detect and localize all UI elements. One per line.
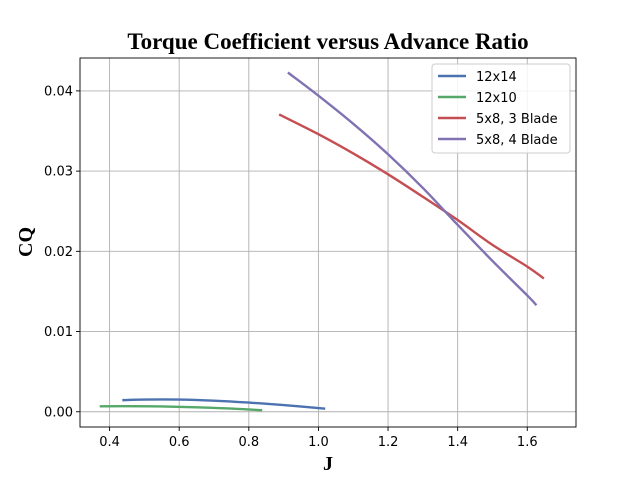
series-line-12x10	[99, 404, 263, 412]
legend-label-12x10: 12x10	[476, 91, 517, 106]
legend-label-12x14: 12x14	[476, 70, 517, 85]
y-tick-label: 0.00	[44, 405, 73, 420]
x-tick-label: 0.4	[99, 435, 120, 450]
y-tick-label: 0.03	[44, 165, 73, 180]
x-axis-label: J	[323, 453, 333, 475]
plot-frame	[79, 57, 577, 428]
y-axis-label: CQ	[15, 227, 37, 257]
chart-title: Torque Coefficient versus Advance Ratio	[127, 29, 528, 54]
legend-label-5x8-4-blade: 5x8, 4 Blade	[476, 133, 558, 148]
series-lines	[99, 71, 545, 412]
x-tick-label: 1.2	[378, 435, 399, 450]
legend: 12x14 12x10 5x8, 3 Blade 5x8, 4 Blade	[431, 63, 571, 154]
x-tick-label: 1.0	[308, 435, 329, 450]
series-line-5x8-3-blade	[278, 113, 545, 280]
y-tick-label: 0.04	[44, 84, 73, 99]
x-tick-label: 0.6	[169, 435, 190, 450]
y-tick-label: 0.02	[44, 245, 73, 260]
x-tick-label: 0.8	[238, 435, 259, 450]
y-tick-label: 0.01	[44, 325, 73, 340]
series-line-12x14	[122, 398, 326, 410]
legend-frame	[431, 63, 571, 154]
series-line-5x8-4-blade	[287, 71, 538, 306]
legend-label-5x8-3-blade: 5x8, 3 Blade	[476, 112, 558, 127]
x-tick-label: 1.4	[447, 435, 468, 450]
x-tick-label: 1.6	[517, 435, 538, 450]
x-axis-ticks: 0.4 0.6 0.8 1.0 1.2 1.4 1.6	[99, 427, 538, 450]
y-axis-ticks: 0.00 0.01 0.02 0.03 0.04	[44, 84, 80, 420]
